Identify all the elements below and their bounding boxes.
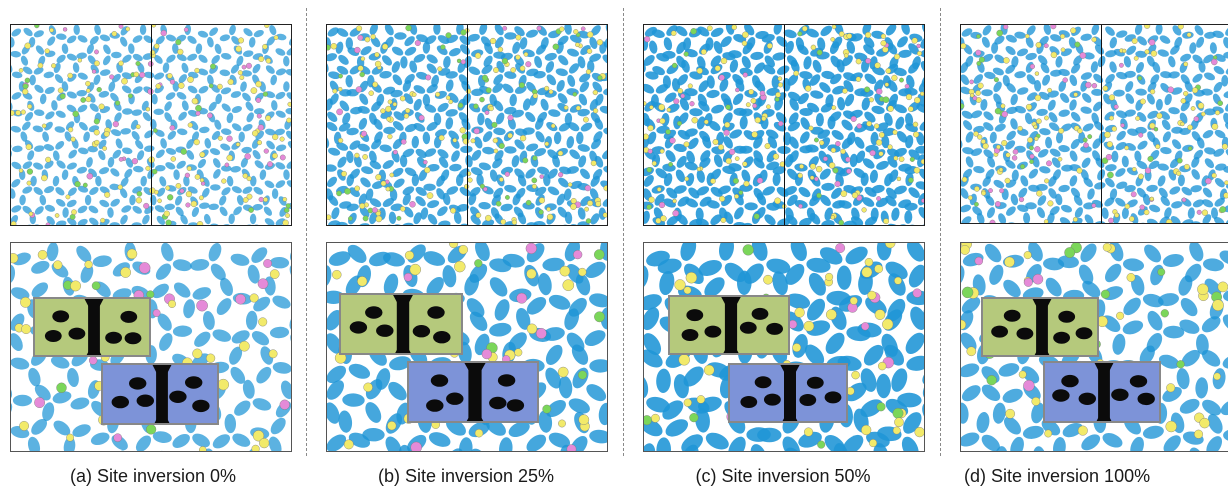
green-inset [33, 297, 151, 357]
inset-holes [44, 299, 142, 355]
inset-holes [349, 295, 451, 353]
panel-b: (b) Site inversion 25% [316, 0, 616, 490]
cell-boundary-line [1101, 25, 1103, 223]
blue-inset [728, 363, 848, 423]
bottom-zoom-map [960, 242, 1228, 452]
top-density-map [643, 24, 925, 226]
bottom-zoom-map [326, 242, 608, 452]
cell-boundary-line [467, 25, 469, 225]
inset-holes [740, 365, 842, 421]
density-blobs [327, 25, 607, 225]
panel-caption: (c) Site inversion 50% [695, 466, 871, 486]
panel-divider [623, 8, 624, 456]
atom-markers [327, 25, 607, 225]
inset-holes [681, 297, 783, 353]
green-inset [339, 293, 463, 355]
panel-caption: (b) Site inversion 25% [377, 466, 555, 486]
atom-markers [961, 25, 1228, 223]
atom-markers [11, 25, 291, 225]
bottom-zoom-map [643, 242, 925, 452]
top-density-map [10, 24, 292, 226]
density-blobs [961, 25, 1228, 223]
panel-d: (d) Site inversion 100% [950, 0, 1228, 490]
inset-holes [426, 363, 525, 421]
atom-markers [644, 25, 924, 225]
inset-holes [1052, 363, 1155, 421]
cell-boundary-line [151, 25, 153, 225]
blue-inset [101, 363, 219, 425]
green-inset [981, 297, 1099, 357]
panel-caption: (d) Site inversion 100% [964, 466, 1151, 486]
density-map [961, 25, 1228, 223]
inset-holes [111, 365, 210, 423]
blue-inset-image [1045, 363, 1159, 421]
panel-a: (a) Site inversion 0% [0, 0, 306, 490]
cell-boundary-line [784, 25, 786, 225]
blue-inset [1043, 361, 1161, 423]
blue-inset [407, 361, 539, 423]
blue-inset-image [409, 363, 537, 421]
density-map [644, 25, 924, 225]
green-inset-image [35, 299, 149, 355]
green-inset-image [983, 299, 1097, 355]
blue-inset-image [730, 365, 846, 421]
top-density-map [326, 24, 608, 226]
bottom-zoom-map [10, 242, 292, 452]
panel-caption: (a) Site inversion 0% [69, 466, 237, 486]
green-inset-image [670, 297, 788, 353]
density-map [11, 25, 291, 225]
panel-divider [306, 8, 307, 456]
top-density-map [960, 24, 1228, 224]
panel-c: (c) Site inversion 50% [633, 0, 933, 490]
density-map [327, 25, 607, 225]
panel-divider [940, 8, 941, 456]
inset-holes [991, 299, 1093, 355]
blue-inset-image [103, 365, 217, 423]
green-inset-image [341, 295, 461, 353]
density-blobs [11, 25, 291, 225]
green-inset [668, 295, 790, 355]
